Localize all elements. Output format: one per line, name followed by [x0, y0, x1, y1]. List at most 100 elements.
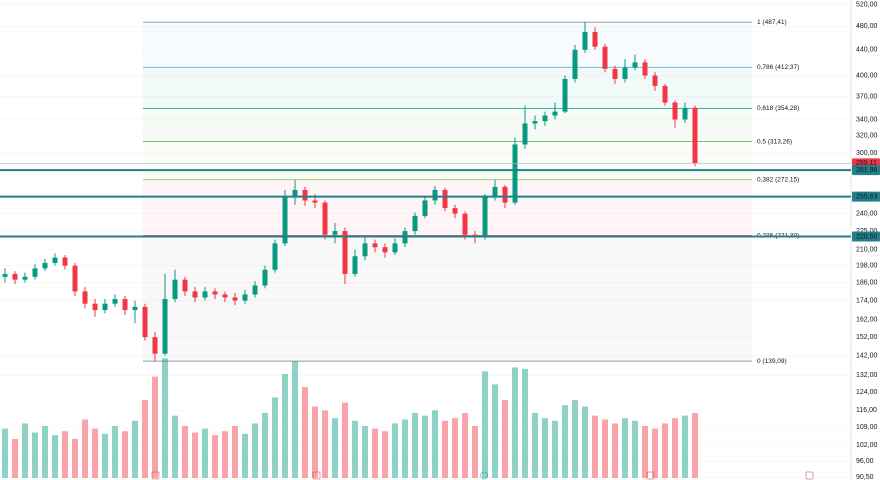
y-tick-label: 440,00: [856, 47, 878, 54]
candle-body: [502, 186, 508, 203]
candle-body: [442, 189, 448, 209]
candle-body: [282, 197, 288, 244]
candle-body: [422, 200, 428, 216]
volume-bar: [142, 400, 148, 478]
candle-body: [342, 231, 348, 274]
y-tick-label: 174,00: [856, 297, 878, 304]
candle-body: [662, 85, 668, 103]
volume-bar: [302, 387, 308, 478]
candle-body: [692, 107, 698, 164]
candle-body: [272, 243, 278, 270]
candle-body: [2, 273, 8, 277]
volume-bar: [402, 419, 408, 478]
candle-body: [492, 186, 498, 198]
volume-bar: [32, 432, 38, 478]
fib-zone: [143, 108, 752, 142]
y-tick-label: 300,00: [856, 150, 878, 157]
candle-body: [582, 31, 588, 50]
candle-body: [172, 279, 178, 300]
candle-body: [232, 297, 238, 301]
volume-bar: [202, 428, 208, 478]
volume-bar: [252, 423, 258, 478]
volume-bar: [432, 410, 438, 478]
candle-body: [452, 208, 458, 214]
volume-bar: [72, 439, 78, 478]
volume-bar: [632, 420, 638, 478]
candle-body: [312, 200, 318, 203]
volume-bar: [682, 415, 688, 478]
y-tick-label: 90,50: [856, 474, 874, 480]
candle-body: [22, 276, 28, 280]
fib-label: 0 (139,09): [757, 358, 787, 365]
candle-body: [142, 306, 148, 338]
candle-body: [612, 68, 618, 79]
y-tick-label: 320,00: [856, 133, 878, 140]
candle-body: [52, 257, 58, 263]
y-tick-label: 109,00: [856, 424, 878, 431]
volume-bar: [162, 358, 168, 478]
volume-bar: [532, 413, 538, 478]
y-tick-label: 96,00: [856, 458, 874, 465]
candles: [2, 22, 698, 362]
candle-body: [482, 197, 488, 238]
candle-body: [42, 262, 48, 269]
volume-bar: [172, 415, 178, 478]
y-tick-label: 102,00: [856, 442, 878, 449]
candle-body: [162, 299, 168, 354]
grid: [0, 4, 851, 478]
y-tick-label: 186,00: [856, 279, 878, 286]
candle-body: [522, 123, 528, 145]
volume-bar: [522, 368, 528, 478]
fib-label: 0,786 (412,37): [757, 64, 799, 71]
candle-body: [132, 306, 138, 311]
candle-body: [552, 111, 558, 116]
candle-body: [212, 291, 218, 295]
event-marker[interactable]: [805, 471, 814, 480]
volume-bar: [512, 367, 518, 478]
candle-body: [432, 189, 438, 201]
volume-bar: [242, 433, 248, 478]
volume-bar: [562, 405, 568, 478]
volume-bar: [12, 439, 18, 478]
y-tick-label: 162,00: [856, 317, 878, 324]
volume-bar: [42, 426, 48, 478]
y-tick-label: 210,00: [856, 247, 878, 254]
volume-bar: [462, 413, 468, 478]
candle-body: [102, 303, 108, 311]
candle-body: [652, 75, 658, 86]
y-tick-label: 124,00: [856, 389, 878, 396]
volume-bar: [312, 406, 318, 478]
volume-bar: [212, 435, 218, 478]
volume-bar: [482, 371, 488, 478]
candle-body: [532, 121, 538, 124]
candle-body: [672, 102, 678, 120]
candle-body: [332, 231, 338, 235]
volume-bar: [412, 413, 418, 478]
volume-bar: [272, 397, 278, 478]
volume-bar: [612, 423, 618, 478]
candle-body: [222, 294, 228, 298]
candle-body: [192, 291, 198, 298]
fib-zone: [143, 67, 752, 109]
candle-body: [152, 337, 158, 354]
candle-body: [602, 46, 608, 69]
y-tick-label: 340,00: [856, 116, 878, 123]
candle-body: [72, 265, 78, 292]
volume-bar: [602, 419, 608, 478]
candle-body: [352, 256, 358, 274]
candle-body: [32, 268, 38, 277]
candle-body: [382, 247, 388, 253]
price-tag: [852, 231, 880, 242]
candle-body: [82, 291, 88, 304]
y-tick-label: 142,00: [856, 352, 878, 359]
volume-bar: [552, 420, 558, 478]
volume-bar: [262, 413, 268, 478]
volume-bar: [222, 431, 228, 478]
fib-label: 0,382 (272,15): [757, 176, 799, 183]
volume-bar: [122, 431, 128, 478]
candle-body: [642, 62, 648, 76]
fib-label: 1 (487,41): [757, 19, 787, 26]
volume-bar: [352, 420, 358, 478]
volume-bar: [442, 420, 448, 478]
fibonacci: 1 (487,41) 0,786 (412,37) 0,618 (354,28) 0,…: [143, 19, 799, 365]
